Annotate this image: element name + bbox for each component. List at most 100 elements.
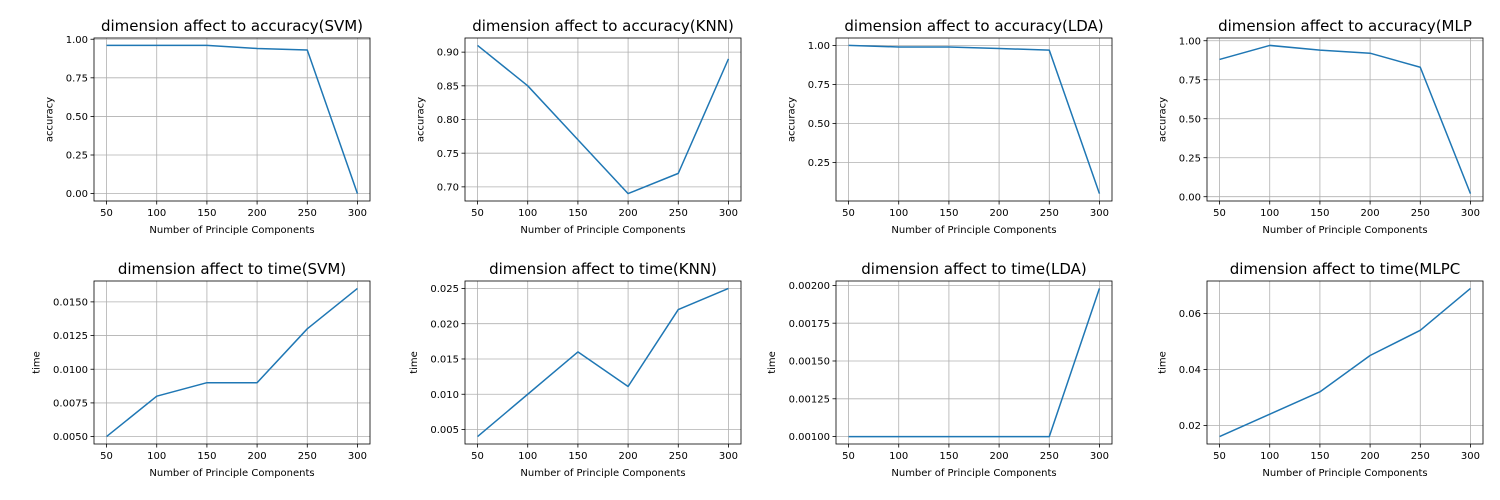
x-tick-label: 50 — [100, 208, 113, 219]
chart-title: dimension affect to time(SVM) — [118, 260, 346, 278]
x-tick-label: 100 — [147, 451, 166, 462]
x-tick-label: 50 — [1213, 208, 1226, 219]
x-tick-label: 150 — [568, 208, 587, 219]
y-tick-label: 0.0050 — [53, 432, 88, 443]
y-tick-label: 0.0150 — [53, 297, 88, 308]
x-axis-label: Number of Principle Components — [520, 468, 685, 479]
axes-frame — [1206, 280, 1484, 445]
x-tick-label: 100 — [518, 208, 537, 219]
series-line — [848, 44, 1101, 194]
x-tick-label: 150 — [1310, 451, 1329, 462]
y-tick-label: 0.00175 — [789, 319, 830, 330]
y-tick-label: 0.0075 — [53, 399, 88, 410]
y-tick-label: 0.25 — [1179, 153, 1201, 164]
y-tick-label: 0.50 — [1179, 114, 1201, 125]
y-tick-label: 1.00 — [1179, 36, 1201, 47]
x-tick-label: 100 — [889, 451, 908, 462]
series-line — [1219, 287, 1471, 438]
y-tick-label: 0.025 — [430, 284, 459, 295]
x-tick-label: 250 — [1411, 208, 1430, 219]
series-line — [1219, 44, 1472, 194]
x-tick-label: 200 — [248, 451, 267, 462]
x-tick-label: 150 — [197, 451, 216, 462]
chart-title: dimension affect to time(LDA) — [861, 260, 1086, 278]
x-tick-label: 300 — [348, 208, 367, 219]
y-tick-label: 0.00200 — [789, 281, 830, 292]
series-line — [106, 287, 358, 438]
x-tick-label: 150 — [1310, 208, 1329, 219]
y-tick-label: 0.06 — [1179, 309, 1201, 320]
subplot-1: 50 100 150 200 250 300 0.00 0.25 0.50 0.75 1.00 dim… — [44, 17, 371, 236]
x-tick-label: 250 — [1040, 451, 1059, 462]
y-tick-label: 0.25 — [808, 158, 830, 169]
x-axis-label: Number of Principle Components — [149, 468, 314, 479]
x-tick-label: 200 — [619, 451, 638, 462]
x-tick-label: 250 — [1040, 208, 1059, 219]
x-tick-label: 50 — [1213, 451, 1226, 462]
y-axis-label: time — [767, 351, 778, 374]
y-tick-label: 0.70 — [437, 182, 459, 193]
x-tick-label: 100 — [1260, 208, 1279, 219]
y-tick-label: 0.80 — [437, 115, 459, 126]
chart-title: dimension affect to accuracy(KNN) — [472, 17, 734, 35]
y-tick-label: 0.00150 — [789, 357, 830, 368]
x-tick-label: 200 — [990, 451, 1009, 462]
x-axis-label: Number of Principle Components — [891, 468, 1056, 479]
y-tick-label: 0.015 — [430, 355, 459, 366]
chart-title: dimension affect to accuracy(SVM) — [101, 17, 363, 35]
x-tick-label: 300 — [1461, 451, 1480, 462]
x-tick-label: 50 — [471, 208, 484, 219]
series-line — [477, 287, 729, 438]
axes-frame — [464, 280, 742, 445]
y-tick-label: 0.50 — [808, 119, 830, 130]
x-tick-label: 250 — [298, 451, 317, 462]
y-axis-label: accuracy — [44, 97, 55, 142]
x-tick-label: 300 — [348, 451, 367, 462]
x-tick-label: 300 — [719, 208, 738, 219]
x-tick-label: 200 — [1361, 208, 1380, 219]
subplot-8: 50 100 150 200 250 300 0.02 0.04 0.06 dimension a… — [1157, 260, 1484, 479]
y-tick-label: 0.00 — [1179, 192, 1201, 203]
y-tick-label: 0.75 — [808, 80, 830, 91]
x-tick-label: 100 — [889, 208, 908, 219]
y-tick-label: 0.00 — [66, 189, 88, 200]
subplot-6: 50 100 150 200 250 300 0.005 0.010 0.015 0.020 0.0… — [409, 260, 742, 479]
x-axis-label: Number of Principle Components — [1262, 468, 1427, 479]
y-tick-label: 0.020 — [430, 319, 459, 330]
x-tick-label: 200 — [248, 208, 267, 219]
y-tick-label: 0.25 — [66, 151, 88, 162]
y-tick-label: 0.02 — [1179, 421, 1201, 432]
subplot-7: 50 100 150 200 250 300 0.00100 0.00125 0.00150 0.… — [767, 260, 1113, 479]
x-tick-label: 50 — [100, 451, 113, 462]
y-tick-label: 0.50 — [66, 112, 88, 123]
x-tick-label: 250 — [669, 208, 688, 219]
x-tick-label: 100 — [518, 451, 537, 462]
series-line — [848, 288, 1101, 438]
series-line — [106, 44, 359, 194]
axes-frame — [835, 37, 1113, 202]
y-tick-label: 0.04 — [1179, 365, 1201, 376]
x-axis-label: Number of Principle Components — [520, 225, 685, 236]
x-tick-label: 300 — [1090, 208, 1109, 219]
x-tick-label: 200 — [990, 208, 1009, 219]
y-tick-label: 0.75 — [437, 149, 459, 160]
chart-title: dimension affect to time(MLPC — [1230, 260, 1461, 278]
y-axis-label: accuracy — [415, 97, 426, 142]
x-axis-label: Number of Principle Components — [891, 225, 1056, 236]
x-tick-label: 250 — [1411, 451, 1430, 462]
subplot-3: 50 100 150 200 250 300 0.25 0.50 0.75 1.00 dimensi… — [786, 17, 1113, 236]
x-tick-label: 150 — [939, 208, 958, 219]
x-axis-label: Number of Principle Components — [149, 225, 314, 236]
axes-frame — [93, 37, 371, 202]
x-tick-label: 100 — [147, 208, 166, 219]
chart-title: dimension affect to time(KNN) — [489, 260, 717, 278]
axes-frame — [835, 280, 1113, 445]
axes-frame — [1206, 37, 1484, 202]
x-tick-label: 50 — [842, 451, 855, 462]
y-tick-label: 0.85 — [437, 81, 459, 92]
chart-title: dimension affect to accuracy(MLP — [1218, 17, 1472, 35]
y-tick-label: 0.0125 — [53, 331, 88, 342]
y-tick-label: 1.00 — [808, 41, 830, 52]
x-tick-label: 150 — [568, 451, 587, 462]
